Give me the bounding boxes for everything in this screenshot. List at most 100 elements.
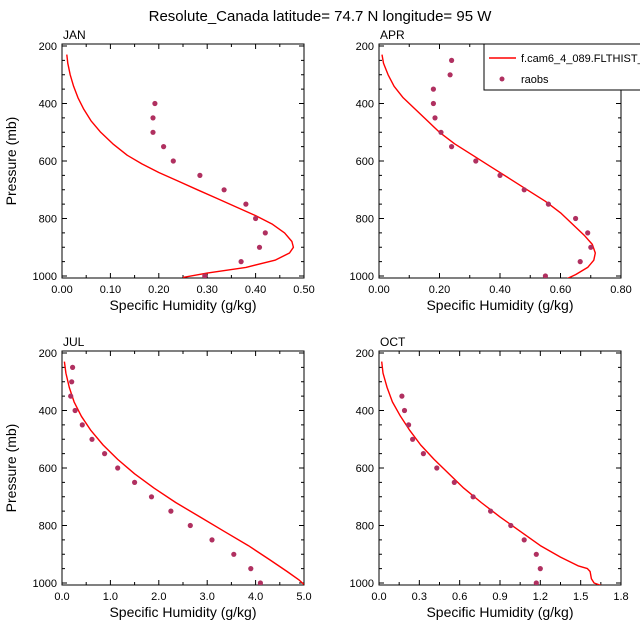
x-tick-label-jul: 5.0	[296, 591, 311, 603]
plot-frame-jan	[61, 43, 305, 279]
raob-point-jul	[148, 494, 155, 500]
raob-point-apr	[432, 115, 438, 121]
y-tick-label-jan: 600	[39, 156, 57, 168]
panel-title-apr: APR	[380, 28, 405, 42]
raob-point-apr	[473, 158, 479, 164]
x-axis-label-jan: Specific Humidity (g/kg)	[109, 297, 256, 313]
y-tick-label-jan: 200	[39, 41, 57, 53]
y-tick-label-oct: 600	[356, 463, 374, 475]
x-tick-label-oct: 0.9	[492, 591, 507, 603]
raob-point-oct	[420, 451, 426, 457]
x-tick-label-jan: 0.30	[196, 284, 217, 296]
legend-box	[483, 43, 640, 91]
raob-point-apr	[585, 230, 591, 236]
model-line-jul	[63, 361, 304, 585]
x-tick-label-jul: 4.0	[248, 591, 263, 603]
x-tick-label-jul: 1.0	[103, 591, 118, 603]
raob-point-jan	[238, 259, 244, 265]
x-tick-label-oct: 1.2	[533, 591, 548, 603]
raob-point-jan	[253, 215, 259, 222]
x-tick-label-jan: 0.00	[51, 284, 72, 296]
raob-point-oct	[401, 407, 408, 414]
raob-point-oct	[533, 580, 539, 585]
plot-frame-jul	[61, 350, 305, 586]
raob-point-apr	[542, 273, 548, 278]
y-tick-label-apr: 600	[356, 156, 374, 168]
y-axis-label-jul: Pressure (mb)	[3, 424, 19, 513]
raob-point-jan	[197, 172, 203, 178]
raob-point-oct	[508, 522, 514, 529]
raob-point-jul	[132, 479, 138, 485]
raob-point-apr	[497, 172, 503, 178]
x-tick-label-apr: 0.40	[489, 284, 510, 296]
panels: JAN 200 400 600 800 1000 0.00 0.10 0.20 0.30 0.40 0…	[3, 28, 632, 620]
x-tick-label-jan: 0.10	[100, 284, 121, 296]
plot-frame-oct	[378, 350, 622, 586]
y-tick-label-oct: 1000	[350, 578, 374, 590]
raob-point-apr	[449, 144, 455, 150]
series-jan	[66, 54, 295, 278]
raob-point-jul	[79, 422, 85, 428]
raob-point-jul	[248, 566, 254, 572]
legend: f.cam6_4_089.FLTHIST_ne30.r328_gamma0.33…	[483, 43, 640, 91]
raob-point-jul	[231, 551, 237, 557]
y-axis-label-jan: Pressure (mb)	[3, 117, 19, 206]
raob-point-oct	[521, 537, 527, 543]
raob-point-oct	[406, 422, 412, 428]
x-tick-label-oct: 1.5	[573, 591, 588, 603]
raob-point-jan	[221, 187, 227, 193]
y-tick-label-oct: 400	[356, 406, 374, 418]
model-line-jan	[66, 54, 295, 278]
raob-point-apr	[430, 86, 436, 92]
raob-point-jan	[262, 230, 268, 236]
x-axis-label-oct: Specific Humidity (g/kg)	[426, 604, 573, 620]
raob-point-jul	[209, 537, 215, 543]
figure-title: Resolute_Canada latitude= 74.7 N longitu…	[149, 8, 493, 25]
raob-point-jul	[115, 465, 121, 471]
x-tick-label-jan: 0.40	[245, 284, 266, 296]
legend-obs-marker	[499, 76, 505, 82]
raob-point-jan	[150, 129, 156, 135]
raob-point-jan	[161, 144, 167, 150]
legend-obs-label: raobs	[521, 74, 549, 86]
raob-point-apr	[438, 129, 444, 135]
y-tick-label-oct: 200	[356, 348, 374, 360]
y-tick-label-jul: 400	[39, 406, 57, 418]
raob-point-oct	[451, 479, 457, 485]
series-jul	[63, 361, 304, 585]
x-tick-label-jan: 0.50	[293, 284, 314, 296]
raob-point-jul	[257, 580, 263, 585]
raob-point-apr	[577, 259, 583, 265]
x-tick-label-apr: 0.60	[550, 284, 571, 296]
x-tick-label-apr: 0.20	[429, 284, 450, 296]
raob-point-jul	[168, 508, 174, 514]
raob-point-jul	[187, 522, 193, 529]
raob-point-jul	[102, 451, 108, 457]
raob-point-oct	[410, 436, 416, 442]
y-tick-label-jul: 200	[39, 348, 57, 360]
raob-point-apr	[447, 72, 453, 78]
y-tick-label-apr: 1000	[350, 271, 374, 283]
raob-point-apr	[588, 244, 594, 250]
y-tick-label-jan: 800	[39, 214, 57, 226]
raob-point-oct	[537, 566, 543, 572]
panel-title-oct: OCT	[380, 335, 406, 349]
y-tick-label-apr: 400	[356, 99, 374, 111]
legend-model-label: f.cam6_4_089.FLTHIST_ne30.r328_gamma0.33…	[521, 53, 640, 65]
raob-point-jul	[89, 436, 95, 442]
y-tick-label-jul: 1000	[33, 578, 57, 590]
raob-point-apr	[449, 57, 455, 64]
panel-title-jan: JAN	[63, 28, 86, 42]
raob-point-jan	[202, 273, 208, 278]
raob-point-apr	[521, 187, 527, 193]
model-line-oct	[381, 361, 602, 585]
x-tick-label-oct: 0.0	[371, 591, 386, 603]
x-tick-label-jul: 2.0	[151, 591, 166, 603]
y-tick-label-apr: 200	[356, 41, 374, 53]
panel-title-jul: JUL	[63, 335, 85, 349]
x-axis-label-jul: Specific Humidity (g/kg)	[109, 604, 256, 620]
